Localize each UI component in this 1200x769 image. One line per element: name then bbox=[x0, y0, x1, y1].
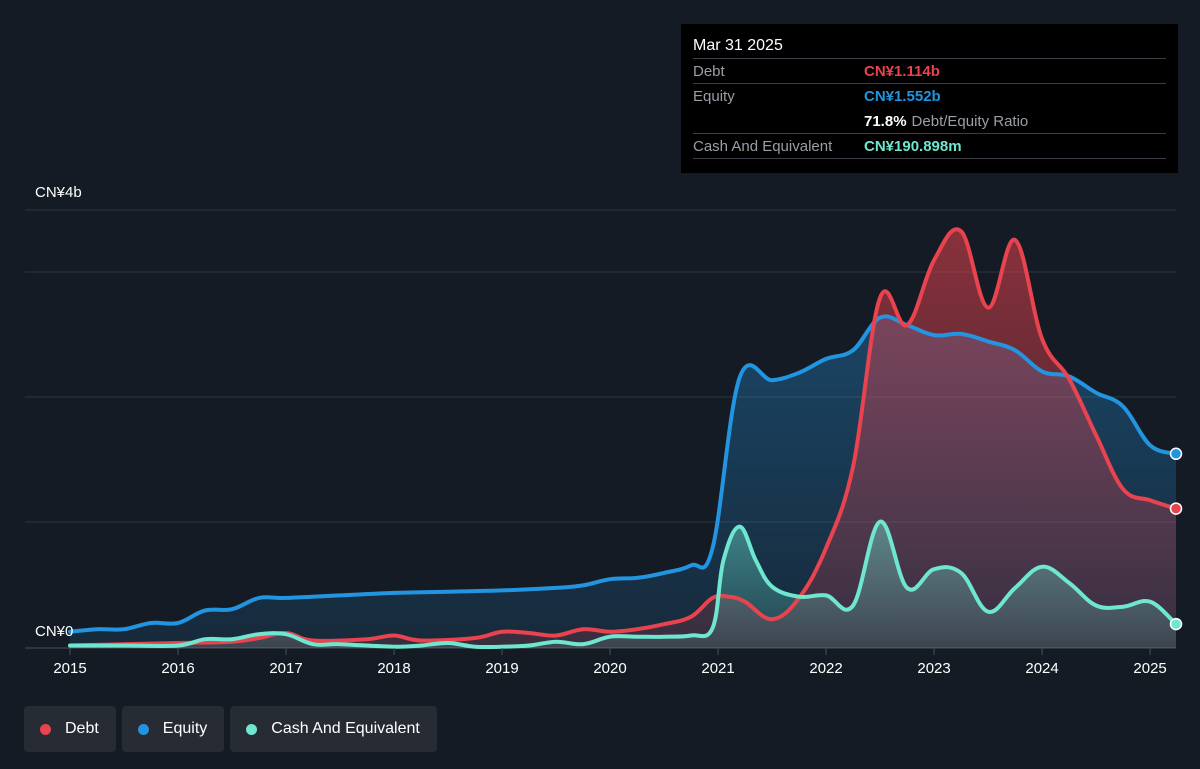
debt-area bbox=[70, 229, 1176, 648]
tooltip-debt-label: Debt bbox=[693, 62, 725, 80]
x-tick-label: 2020 bbox=[593, 660, 626, 677]
tooltip-date: Mar 31 2025 bbox=[693, 37, 783, 54]
x-tick-label: 2019 bbox=[485, 660, 518, 677]
tooltip-equity-label: Equity bbox=[693, 87, 735, 105]
equity-endpoint bbox=[1169, 447, 1183, 461]
series-endpoints bbox=[1169, 447, 1183, 631]
tooltip-panel: Mar 31 2025 Debt CN¥1.114b Equity CN¥1.5… bbox=[681, 24, 1178, 173]
cash-endpoint bbox=[1169, 617, 1183, 631]
x-tick-label: 2018 bbox=[377, 660, 410, 677]
tooltip-ratio-value: 71.8% bbox=[864, 112, 907, 130]
tooltip-cash-value: CN¥190.898m bbox=[864, 137, 962, 155]
x-tick-label: 2024 bbox=[1025, 660, 1058, 677]
legend-item-debt[interactable]: Debt bbox=[24, 706, 116, 752]
x-axis-ticks: 2015 2016 2017 2018 2019 2020 2021 2022 2023 2024… bbox=[53, 648, 1167, 677]
tooltip-debt-value: CN¥1.114b bbox=[864, 62, 940, 80]
legend-label-cash: Cash And Equivalent bbox=[271, 720, 420, 737]
tooltip-debt-row: Debt CN¥1.114b bbox=[693, 58, 1166, 83]
x-tick-label: 2015 bbox=[53, 660, 86, 677]
cash-dot-icon bbox=[246, 723, 258, 735]
legend-label-equity: Equity bbox=[162, 720, 208, 737]
y-axis-top-label: CN¥4b bbox=[35, 184, 82, 201]
equity-dot-icon bbox=[137, 723, 149, 735]
x-tick-label: 2023 bbox=[917, 660, 950, 677]
tooltip-ratio-row: 71.8% Debt/Equity Ratio bbox=[693, 108, 1166, 133]
x-tick-label: 2022 bbox=[809, 660, 842, 677]
legend-item-cash[interactable]: Cash And Equivalent bbox=[230, 706, 437, 752]
debt-endpoint bbox=[1169, 502, 1183, 515]
x-tick-label: 2016 bbox=[161, 660, 194, 677]
x-tick-label: 2021 bbox=[701, 660, 734, 677]
chart-legend: Debt Equity Cash And Equivalent bbox=[24, 706, 437, 752]
series-areas bbox=[70, 229, 1176, 648]
x-tick-label: 2025 bbox=[1133, 660, 1166, 677]
tooltip-cash-label: Cash And Equivalent bbox=[693, 137, 833, 155]
tooltip-equity-value: CN¥1.552b bbox=[864, 87, 941, 105]
cash-line bbox=[68, 519, 1178, 650]
series-lines bbox=[68, 227, 1178, 650]
legend-label-debt: Debt bbox=[65, 720, 99, 737]
equity-line bbox=[68, 314, 1178, 634]
tooltip-ratio-label: Debt/Equity Ratio bbox=[911, 112, 1029, 130]
debt-dot-icon bbox=[40, 723, 51, 735]
x-tick-label: 2017 bbox=[269, 660, 302, 677]
tooltip-equity-row: Equity CN¥1.552b bbox=[693, 83, 1166, 108]
legend-item-equity[interactable]: Equity bbox=[121, 706, 225, 752]
cash-area bbox=[70, 521, 1176, 648]
y-axis-bottom-label: CN¥0 bbox=[35, 623, 73, 640]
tooltip-cash-row: Cash And Equivalent CN¥190.898m bbox=[693, 133, 1166, 159]
